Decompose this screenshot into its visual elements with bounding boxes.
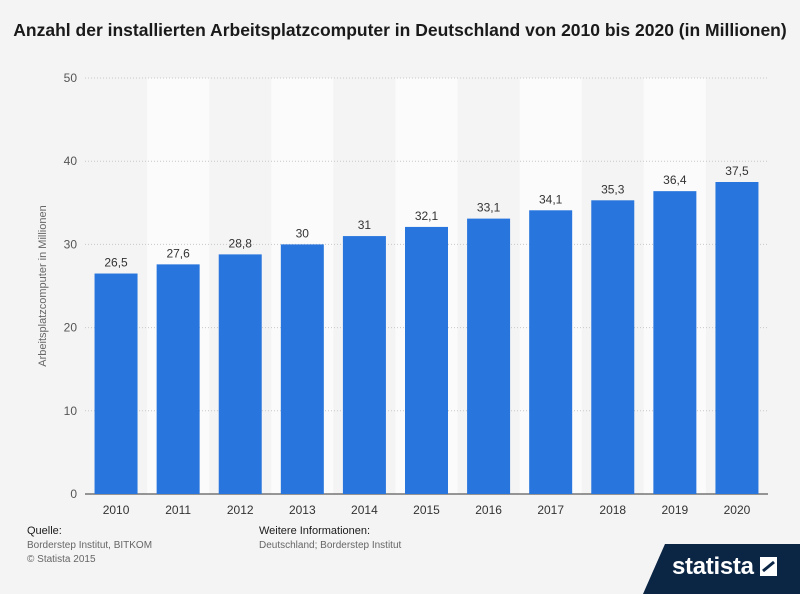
- bar-2011[interactable]: [156, 264, 200, 494]
- x-tick-label: 2015: [413, 503, 440, 517]
- x-axis-ticks: 2010 2011 2012 2013 2014 2015 2016 2017 2018 2019…: [103, 503, 751, 517]
- source-line: Borderstep Institut, BITKOM: [27, 540, 153, 551]
- data-label: 32,1: [415, 209, 439, 223]
- data-label: 26,5: [104, 256, 128, 270]
- x-tick-label: 2012: [227, 503, 254, 517]
- x-tick-label: 2019: [662, 503, 689, 517]
- bar-2010[interactable]: [94, 273, 138, 494]
- bar-2014[interactable]: [342, 236, 386, 494]
- bar-2016[interactable]: [467, 218, 511, 494]
- data-label: 31: [358, 218, 372, 232]
- bar-2018[interactable]: [591, 200, 635, 494]
- y-axis-ticks: 0 10 20 30 40 50: [64, 71, 78, 501]
- x-tick-label: 2013: [289, 503, 316, 517]
- x-tick-label: 2010: [103, 503, 130, 517]
- bar-2020[interactable]: [715, 182, 759, 494]
- data-label: 30: [296, 226, 310, 240]
- x-tick-label: 2020: [724, 503, 751, 517]
- y-tick-label: 30: [64, 237, 78, 251]
- copyright-line: © Statista 2015: [27, 554, 96, 565]
- x-tick-label: 2016: [475, 503, 502, 517]
- x-tick-label: 2017: [537, 503, 564, 517]
- data-label: 28,8: [229, 236, 253, 250]
- bar-2019[interactable]: [653, 191, 697, 495]
- bars: [94, 182, 759, 495]
- data-label: 35,3: [601, 182, 625, 196]
- y-axis-label: Arbeitsplatzcomputer in Millionen: [37, 205, 49, 366]
- info-line: Deutschland; Borderstep Institut: [259, 540, 402, 551]
- statista-logo-icon: [760, 557, 777, 576]
- x-tick-label: 2018: [599, 503, 626, 517]
- info-text: Deutschland; Borderstep Institut: [259, 539, 401, 553]
- y-tick-label: 10: [64, 404, 78, 418]
- bar-2013[interactable]: [280, 244, 324, 494]
- y-tick-label: 0: [70, 487, 77, 501]
- x-tick-label: 2014: [351, 503, 378, 517]
- y-tick-label: 40: [64, 154, 78, 168]
- info-label: Weitere Informationen:: [259, 525, 371, 537]
- bar-2015[interactable]: [405, 226, 448, 495]
- statista-logo-text[interactable]: statista: [672, 553, 754, 580]
- y-tick-label: 20: [64, 321, 78, 335]
- data-labels: 26,5 27,6 28,8 30 31 32,1 33,1 34,1 35,3 36,4 37,5: [104, 164, 749, 270]
- chart-title: Anzahl der installierten Arbeitsplatzcom…: [13, 20, 787, 40]
- source-text: Borderstep Institut, BITKOM © Statista 2…: [27, 539, 152, 567]
- data-label: 37,5: [725, 164, 749, 178]
- bar-2012[interactable]: [218, 254, 262, 494]
- y-tick-label: 50: [64, 71, 78, 85]
- data-label: 27,6: [166, 246, 190, 260]
- x-tick-label: 2011: [165, 503, 191, 517]
- bar-2017[interactable]: [529, 210, 573, 494]
- data-label: 34,1: [539, 192, 563, 206]
- data-label: 33,1: [477, 201, 501, 215]
- source-label: Quelle:: [27, 525, 62, 537]
- data-label: 36,4: [663, 173, 687, 187]
